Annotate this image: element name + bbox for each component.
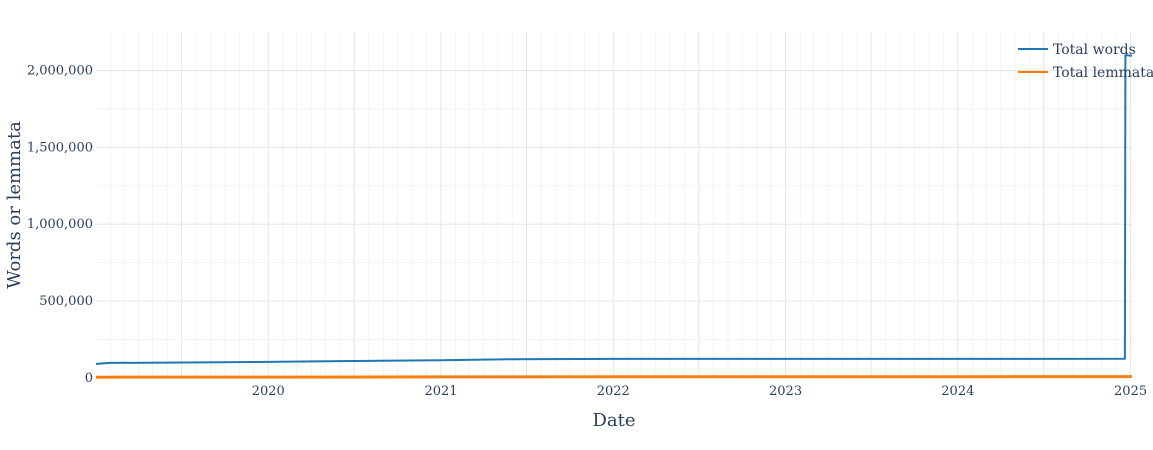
legend[interactable]: Total words Total lemmata (1018, 42, 1153, 81)
grid (96, 32, 1132, 378)
y-tick-label: 1,500,000 (27, 140, 93, 155)
y-tick-label: 1,000,000 (27, 217, 93, 232)
legend-item[interactable]: Total words (1018, 42, 1136, 58)
x-tick-label: 2024 (941, 384, 974, 399)
x-tick-label: 2020 (252, 384, 285, 399)
y-tick-label: 0 (85, 371, 93, 386)
plot-series (95, 54, 1133, 379)
series-line-1 (95, 375, 1133, 379)
x-tick-label: 2023 (769, 384, 802, 399)
y-tick-label: 500,000 (39, 294, 93, 309)
y-tick-label: 2,000,000 (27, 63, 93, 78)
x-tick-label: 2021 (424, 384, 457, 399)
legend-label: Total words (1053, 42, 1136, 58)
legend-item[interactable]: Total lemmata (1018, 65, 1153, 81)
legend-label: Total lemmata (1053, 65, 1153, 81)
y-axis-title: Words or lemmata (4, 121, 25, 289)
x-tick-label: 2025 (1114, 384, 1147, 399)
series-line-0 (95, 54, 1133, 365)
y-axis-ticks: 0 500,000 1,000,000 1,500,000 2,000,000 (27, 63, 93, 386)
x-axis-ticks: 2020 2021 2022 2023 2024 2025 (252, 384, 1147, 399)
x-axis-title: Date (592, 410, 635, 431)
x-tick-label: 2022 (597, 384, 630, 399)
